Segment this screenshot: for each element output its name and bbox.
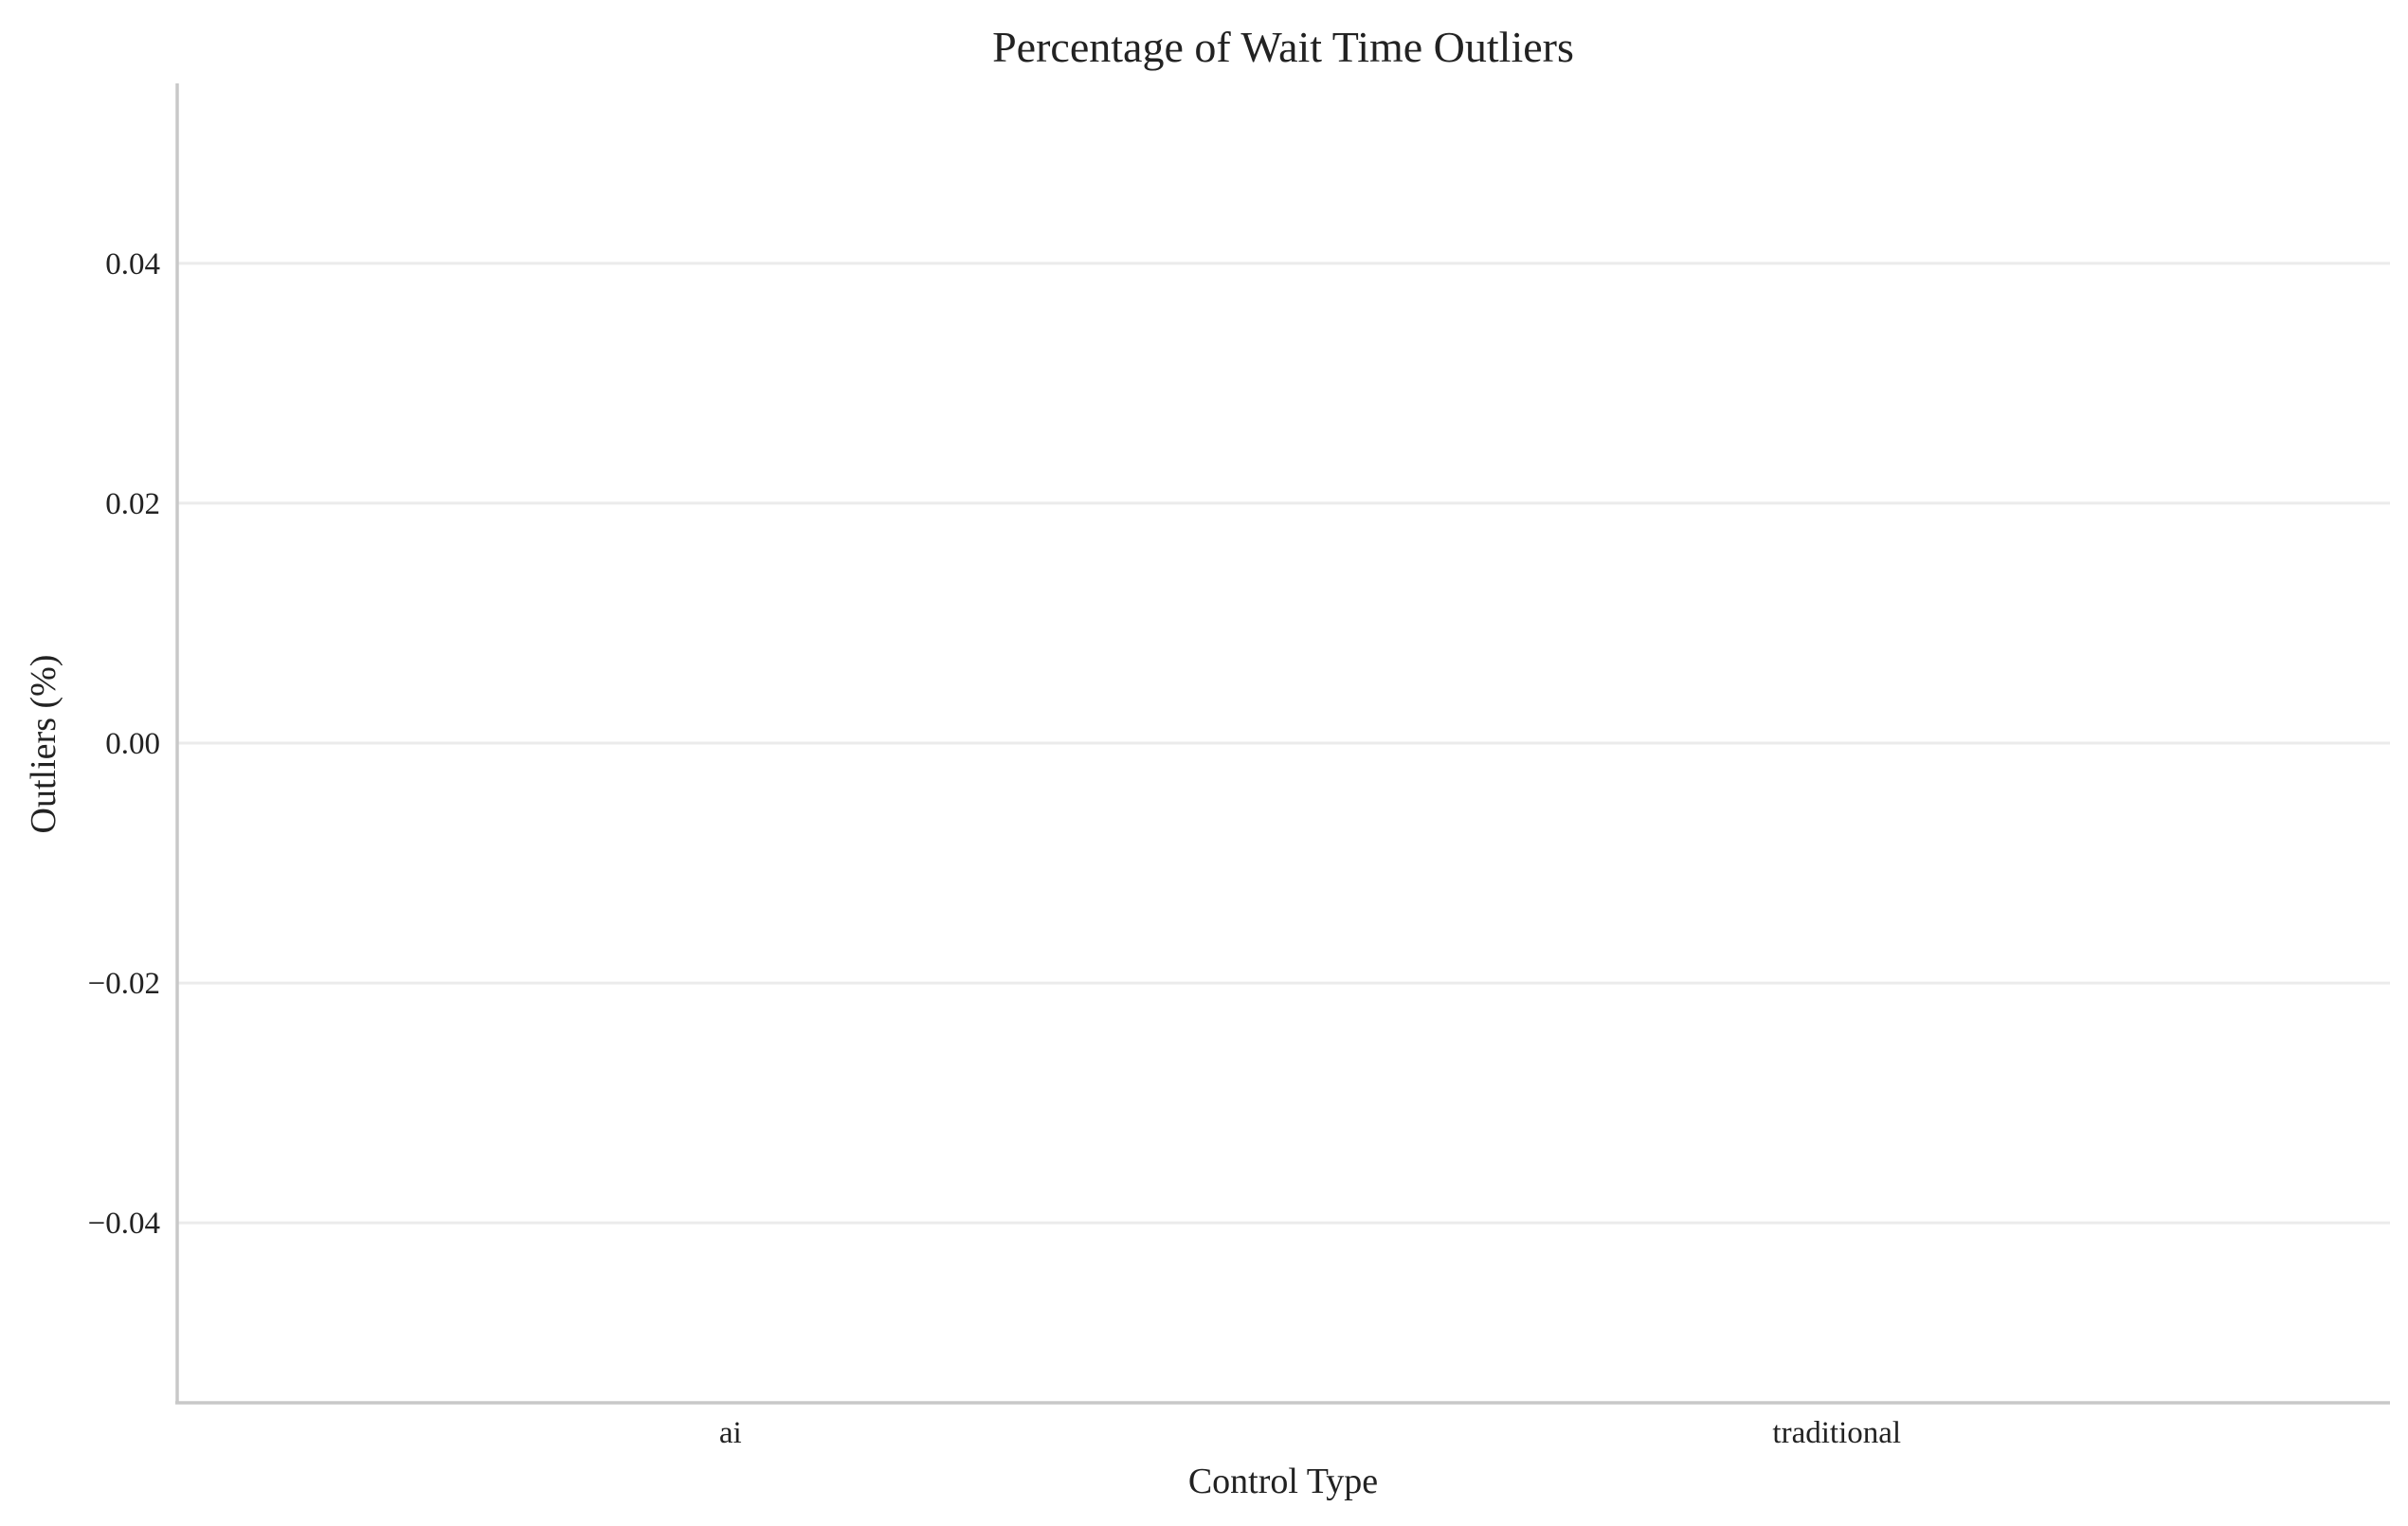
y-grid-lines	[177, 262, 2390, 1225]
y-tick-label: 0.02	[105, 487, 160, 521]
x-tick-label: ai	[719, 1416, 742, 1450]
y-tick-label: 0.00	[105, 727, 160, 761]
x-tick-label: traditional	[1772, 1416, 1901, 1450]
x-axis-label: Control Type	[1188, 1462, 1378, 1501]
y-tick-label: −0.04	[88, 1207, 160, 1241]
y-tick-label: 0.04	[105, 247, 160, 282]
y-tick-labels: 0.04 0.02 0.00 −0.02 −0.04	[88, 247, 160, 1241]
y-tick-label: −0.02	[88, 967, 160, 1001]
x-tick-labels: ai traditional	[719, 1416, 1901, 1450]
y-axis-label: Outliers (%)	[24, 655, 63, 834]
chart-title: Percentage of Wait Time Outliers	[992, 23, 1574, 71]
